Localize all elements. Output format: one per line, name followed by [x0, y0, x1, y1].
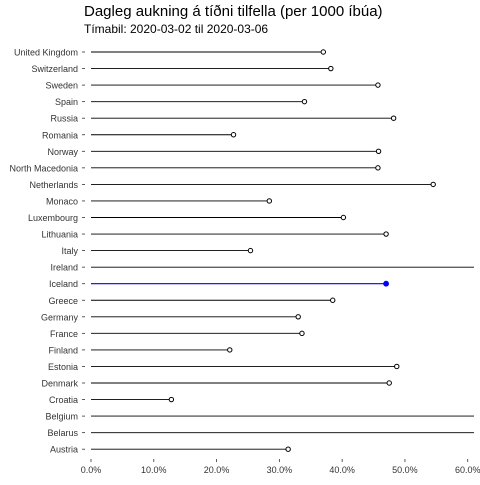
y-tick-label: Belgium — [45, 412, 78, 422]
lollipop-point — [386, 380, 392, 386]
lollipop-point — [375, 82, 381, 88]
y-tick-label: Italy — [61, 246, 78, 256]
y-tick-label: Romania — [42, 130, 78, 140]
x-tick-label: 60.0% — [455, 465, 480, 475]
lollipop-point — [168, 396, 175, 403]
y-tick-label: Croatia — [49, 395, 78, 405]
y-tick-label: Luxembourg — [28, 213, 78, 223]
y-tick-label: Finland — [48, 345, 78, 355]
lollipop-point — [299, 330, 305, 337]
y-tick-label: Belarus — [47, 428, 78, 438]
y-tick-label: Sweden — [45, 81, 78, 91]
x-tick-label: 30.0% — [267, 465, 293, 475]
lollipop-point — [375, 148, 382, 155]
y-tick-label: Denmark — [41, 379, 78, 389]
y-tick-label: Switzerland — [31, 64, 78, 74]
y-tick-label: Lithuania — [41, 230, 78, 240]
lollipop-point — [295, 314, 301, 320]
lollipop-point — [394, 363, 400, 370]
chart-title: Dagleg aukning á tíðni tilfella (per 100… — [84, 3, 383, 20]
x-tick-label: 20.0% — [204, 465, 230, 475]
y-tick-label: North Macedonia — [9, 163, 78, 173]
x-tick-label: 10.0% — [141, 465, 167, 475]
y-tick-label: Monaco — [46, 196, 78, 206]
axes: United Kingdom Switzerland Sweden Spain Russ… — [9, 48, 480, 476]
x-tick-label: 40.0% — [329, 465, 355, 475]
lollipop-point — [328, 65, 334, 72]
y-tick-label: Ireland — [50, 263, 78, 273]
lollipop-point — [390, 115, 397, 121]
y-tick-label: France — [50, 329, 78, 339]
y-tick-label: Germany — [41, 312, 79, 322]
y-tick-label: Estonia — [48, 362, 78, 372]
lollipop-point — [227, 347, 233, 353]
y-tick-label: United Kingdom — [14, 48, 78, 58]
lollipop-point — [383, 231, 389, 237]
lollipop-point — [330, 297, 336, 303]
y-tick-label: Norway — [47, 147, 78, 157]
y-tick-label: Russia — [50, 114, 78, 124]
lollipop-point — [430, 181, 436, 188]
y-tick-label: Spain — [55, 97, 78, 107]
lollipop-point — [230, 132, 237, 138]
lollipop-point — [375, 165, 381, 171]
lollipop-point — [301, 98, 308, 105]
lollipop-point — [340, 214, 347, 221]
y-tick-label: Greece — [48, 296, 78, 306]
y-tick-label: Austria — [50, 445, 78, 455]
lollipop-marks — [91, 49, 474, 452]
lollipop-point — [383, 280, 389, 287]
x-tick-label: 0.0% — [81, 465, 102, 475]
chart-subtitle: Tímabil: 2020-03-02 til 2020-03-06 — [84, 22, 269, 36]
y-tick-label: Netherlands — [29, 180, 78, 190]
lollipop-point — [247, 247, 254, 254]
lollipop-point — [285, 446, 291, 452]
lollipop-point — [266, 198, 273, 204]
x-tick-label: 50.0% — [392, 465, 418, 475]
y-tick-label: Iceland — [49, 279, 78, 289]
lollipop-point — [320, 49, 327, 55]
